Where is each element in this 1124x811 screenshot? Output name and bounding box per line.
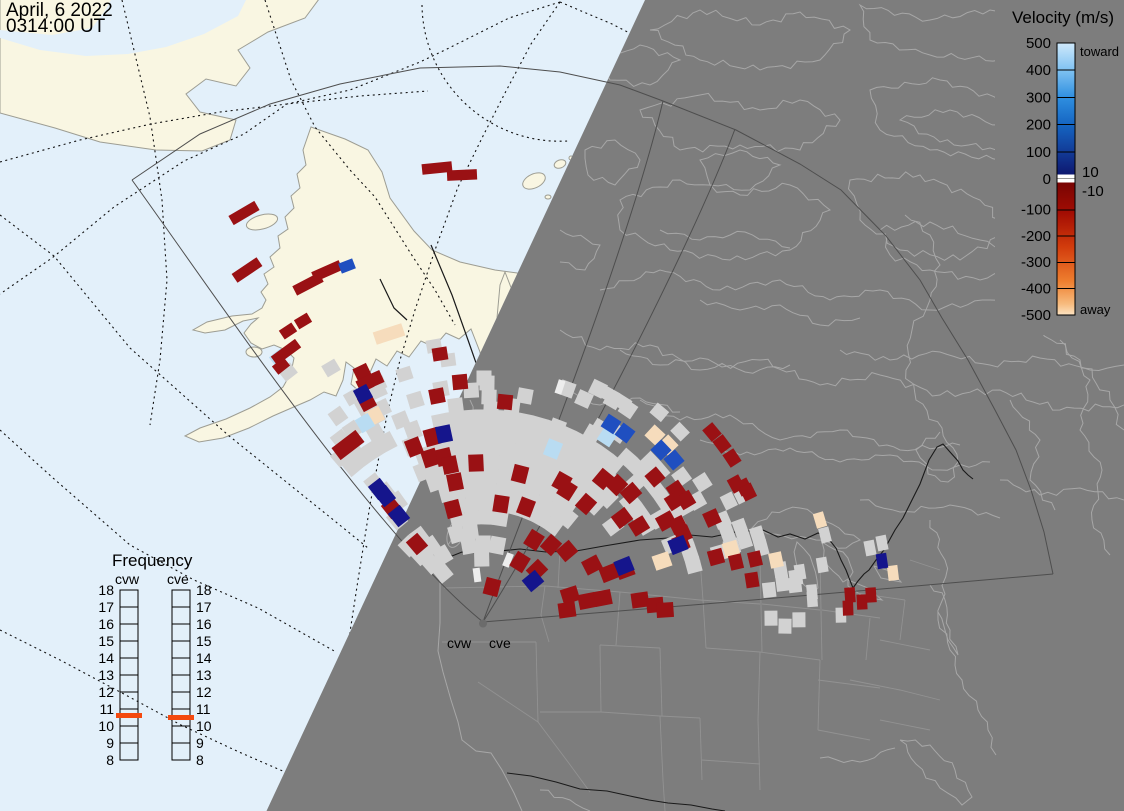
svg-text:away: away (1080, 302, 1111, 317)
svg-text:12: 12 (196, 684, 212, 700)
svg-text:8: 8 (106, 752, 114, 768)
svg-text:toward: toward (1080, 44, 1119, 59)
svg-text:100: 100 (1026, 144, 1051, 161)
svg-text:200: 200 (1026, 117, 1051, 134)
svg-text:-10: -10 (1082, 183, 1104, 200)
svg-text:9: 9 (106, 735, 114, 751)
svg-text:cve: cve (167, 571, 189, 587)
svg-text:300: 300 (1026, 89, 1051, 106)
svg-text:14: 14 (196, 650, 212, 666)
svg-text:0: 0 (1043, 171, 1051, 188)
svg-text:9: 9 (196, 735, 204, 751)
svg-text:-500: -500 (1021, 307, 1051, 324)
svg-text:-300: -300 (1021, 254, 1051, 271)
svg-text:April, 6 2022: April, 6 2022 (6, 0, 113, 21)
svg-text:Velocity (m/s): Velocity (m/s) (1012, 8, 1114, 27)
svg-text:11: 11 (99, 701, 114, 717)
svg-text:15: 15 (98, 633, 114, 649)
svg-text:13: 13 (98, 667, 114, 683)
svg-text:10: 10 (196, 718, 212, 734)
svg-text:-400: -400 (1021, 281, 1051, 298)
svg-text:17: 17 (98, 599, 114, 615)
svg-text:cvw: cvw (115, 571, 140, 587)
svg-text:Frequency: Frequency (112, 551, 193, 570)
svg-text:-200: -200 (1021, 228, 1051, 245)
svg-text:18: 18 (98, 582, 114, 598)
svg-text:10: 10 (98, 718, 114, 734)
svg-text:13: 13 (196, 667, 212, 683)
svg-text:15: 15 (196, 633, 212, 649)
svg-text:17: 17 (196, 599, 212, 615)
svg-text:14: 14 (98, 650, 114, 666)
svg-text:18: 18 (196, 582, 212, 598)
svg-text:16: 16 (98, 616, 114, 632)
svg-text:0314:00 UT: 0314:00 UT (6, 16, 106, 37)
svg-text:cve: cve (489, 635, 511, 651)
svg-text:-100: -100 (1021, 201, 1051, 218)
svg-text:16: 16 (196, 616, 212, 632)
svg-text:8: 8 (196, 752, 204, 768)
svg-text:11: 11 (196, 701, 211, 717)
svg-text:cvw: cvw (447, 635, 472, 651)
svg-text:10: 10 (1082, 164, 1099, 181)
svg-text:12: 12 (98, 684, 114, 700)
svg-text:400: 400 (1026, 62, 1051, 79)
svg-text:500: 500 (1026, 35, 1051, 52)
